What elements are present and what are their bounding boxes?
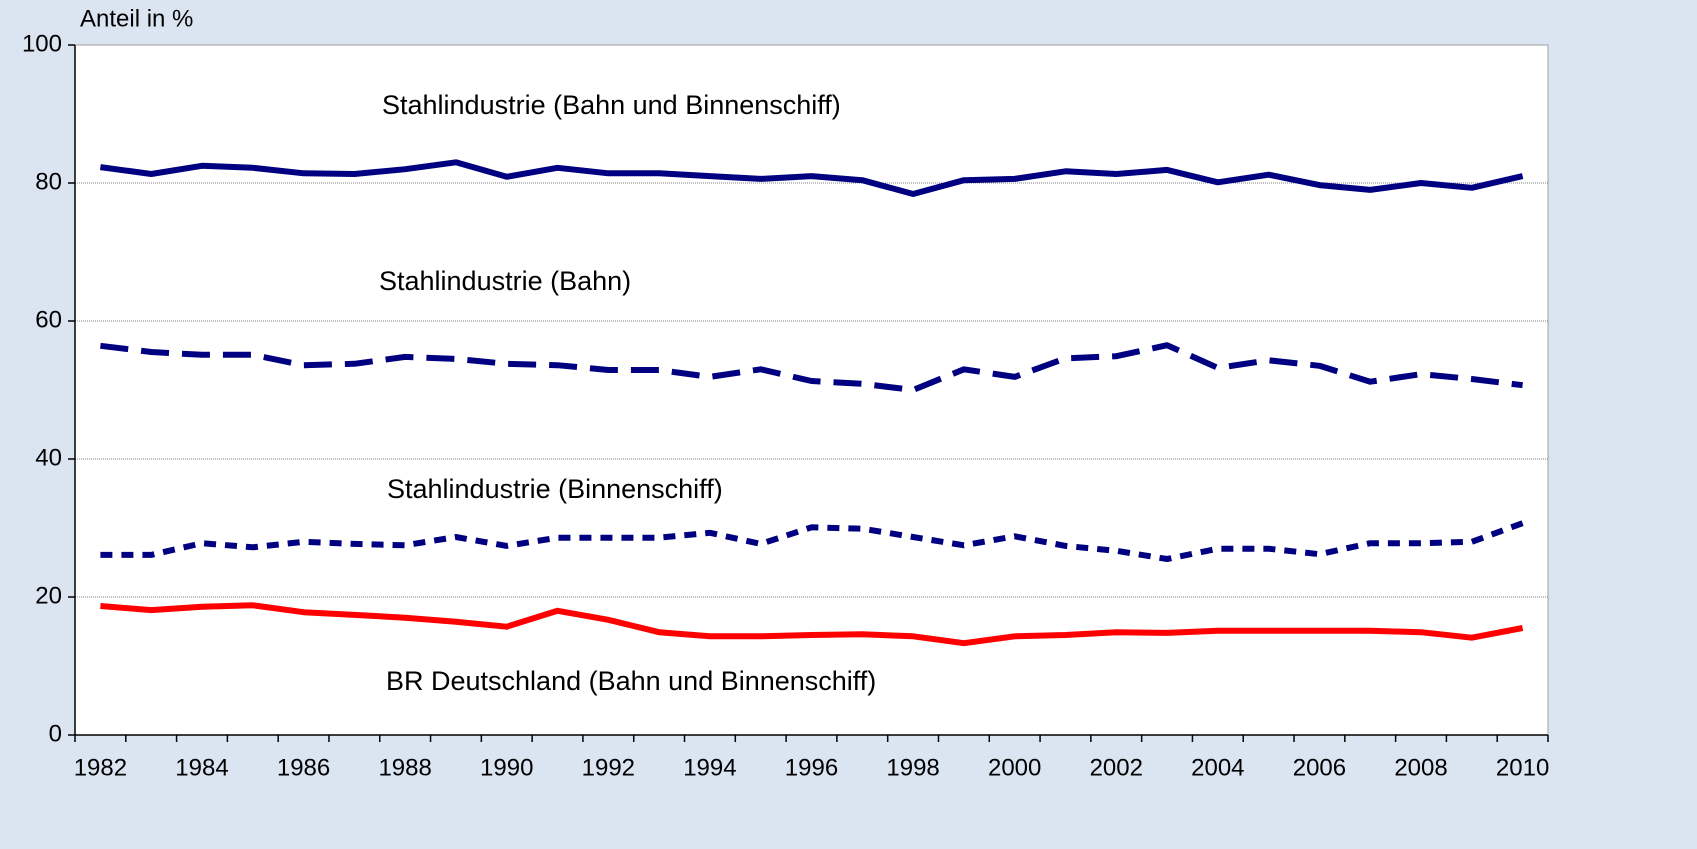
- series-label: BR Deutschland (Bahn und Binnenschiff): [386, 666, 876, 696]
- series-label: Stahlindustrie (Binnenschiff): [387, 474, 723, 504]
- x-tick-label: 1984: [175, 754, 228, 781]
- series-line: [100, 520, 1524, 562]
- y-axis-label: Anteil in %: [80, 5, 193, 32]
- x-tick-label: 1996: [785, 754, 838, 781]
- y-tick-label: 0: [49, 720, 62, 747]
- series-label: Stahlindustrie (Bahn): [379, 266, 631, 296]
- series-line: [99, 159, 1524, 197]
- x-tick-label: 2010: [1496, 754, 1549, 781]
- x-tick-label: 1990: [480, 754, 533, 781]
- x-tick-label: 2000: [988, 754, 1041, 781]
- x-tick-label: 1988: [378, 754, 431, 781]
- y-tick-label: 60: [35, 306, 62, 333]
- x-tick-label: 2006: [1293, 754, 1346, 781]
- plot-area: [74, 44, 1549, 736]
- x-tick-label: 2002: [1090, 754, 1143, 781]
- x-tick-label: 1982: [74, 754, 127, 781]
- x-tick-label: 1992: [582, 754, 635, 781]
- y-tick-label: 100: [22, 30, 62, 57]
- series-label: Stahlindustrie (Bahn und Binnenschiff): [382, 90, 841, 120]
- y-tick-label: 20: [35, 582, 62, 609]
- y-tick-label: 40: [35, 444, 62, 471]
- y-tick-label: 80: [35, 168, 62, 195]
- series-line: [100, 602, 1524, 647]
- x-tick-label: 1994: [683, 754, 736, 781]
- series-line: [100, 342, 1523, 393]
- x-tick-label: 1998: [886, 754, 939, 781]
- x-tick-label: 2008: [1394, 754, 1447, 781]
- x-tick-label: 2004: [1191, 754, 1244, 781]
- x-tick-label: 1986: [277, 754, 330, 781]
